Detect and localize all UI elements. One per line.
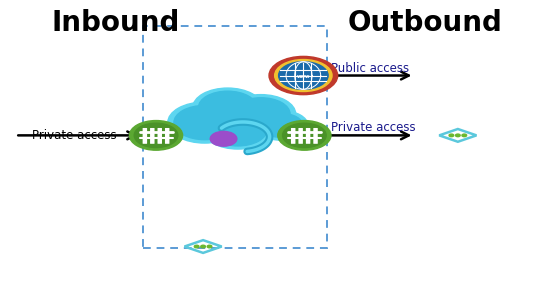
- Circle shape: [278, 121, 331, 150]
- Circle shape: [209, 113, 267, 146]
- Text: www: www: [296, 74, 310, 79]
- Text: Public access: Public access: [332, 62, 410, 75]
- Circle shape: [279, 62, 328, 89]
- Circle shape: [201, 245, 206, 248]
- Circle shape: [260, 113, 303, 137]
- Circle shape: [193, 88, 262, 127]
- Circle shape: [269, 56, 337, 95]
- Circle shape: [282, 123, 326, 148]
- Circle shape: [194, 245, 199, 248]
- Circle shape: [255, 111, 308, 140]
- Circle shape: [449, 134, 454, 137]
- FancyBboxPatch shape: [165, 128, 169, 144]
- Circle shape: [207, 245, 212, 248]
- FancyBboxPatch shape: [150, 128, 154, 144]
- FancyBboxPatch shape: [291, 128, 295, 144]
- FancyBboxPatch shape: [313, 128, 318, 144]
- Circle shape: [199, 91, 257, 124]
- FancyBboxPatch shape: [306, 128, 310, 144]
- Text: Outbound: Outbound: [348, 9, 502, 36]
- Circle shape: [174, 105, 235, 140]
- Circle shape: [129, 121, 183, 150]
- Circle shape: [134, 123, 178, 148]
- Text: Private access: Private access: [32, 129, 116, 142]
- Circle shape: [203, 110, 273, 149]
- FancyBboxPatch shape: [299, 128, 303, 144]
- Circle shape: [456, 134, 460, 137]
- Circle shape: [274, 60, 332, 91]
- Circle shape: [226, 95, 296, 133]
- Circle shape: [210, 131, 237, 146]
- Circle shape: [168, 102, 241, 143]
- FancyBboxPatch shape: [143, 128, 147, 144]
- Text: Private access: Private access: [332, 121, 416, 134]
- Circle shape: [462, 134, 467, 137]
- Circle shape: [232, 98, 290, 130]
- Text: Inbound: Inbound: [51, 9, 179, 36]
- FancyBboxPatch shape: [158, 128, 162, 144]
